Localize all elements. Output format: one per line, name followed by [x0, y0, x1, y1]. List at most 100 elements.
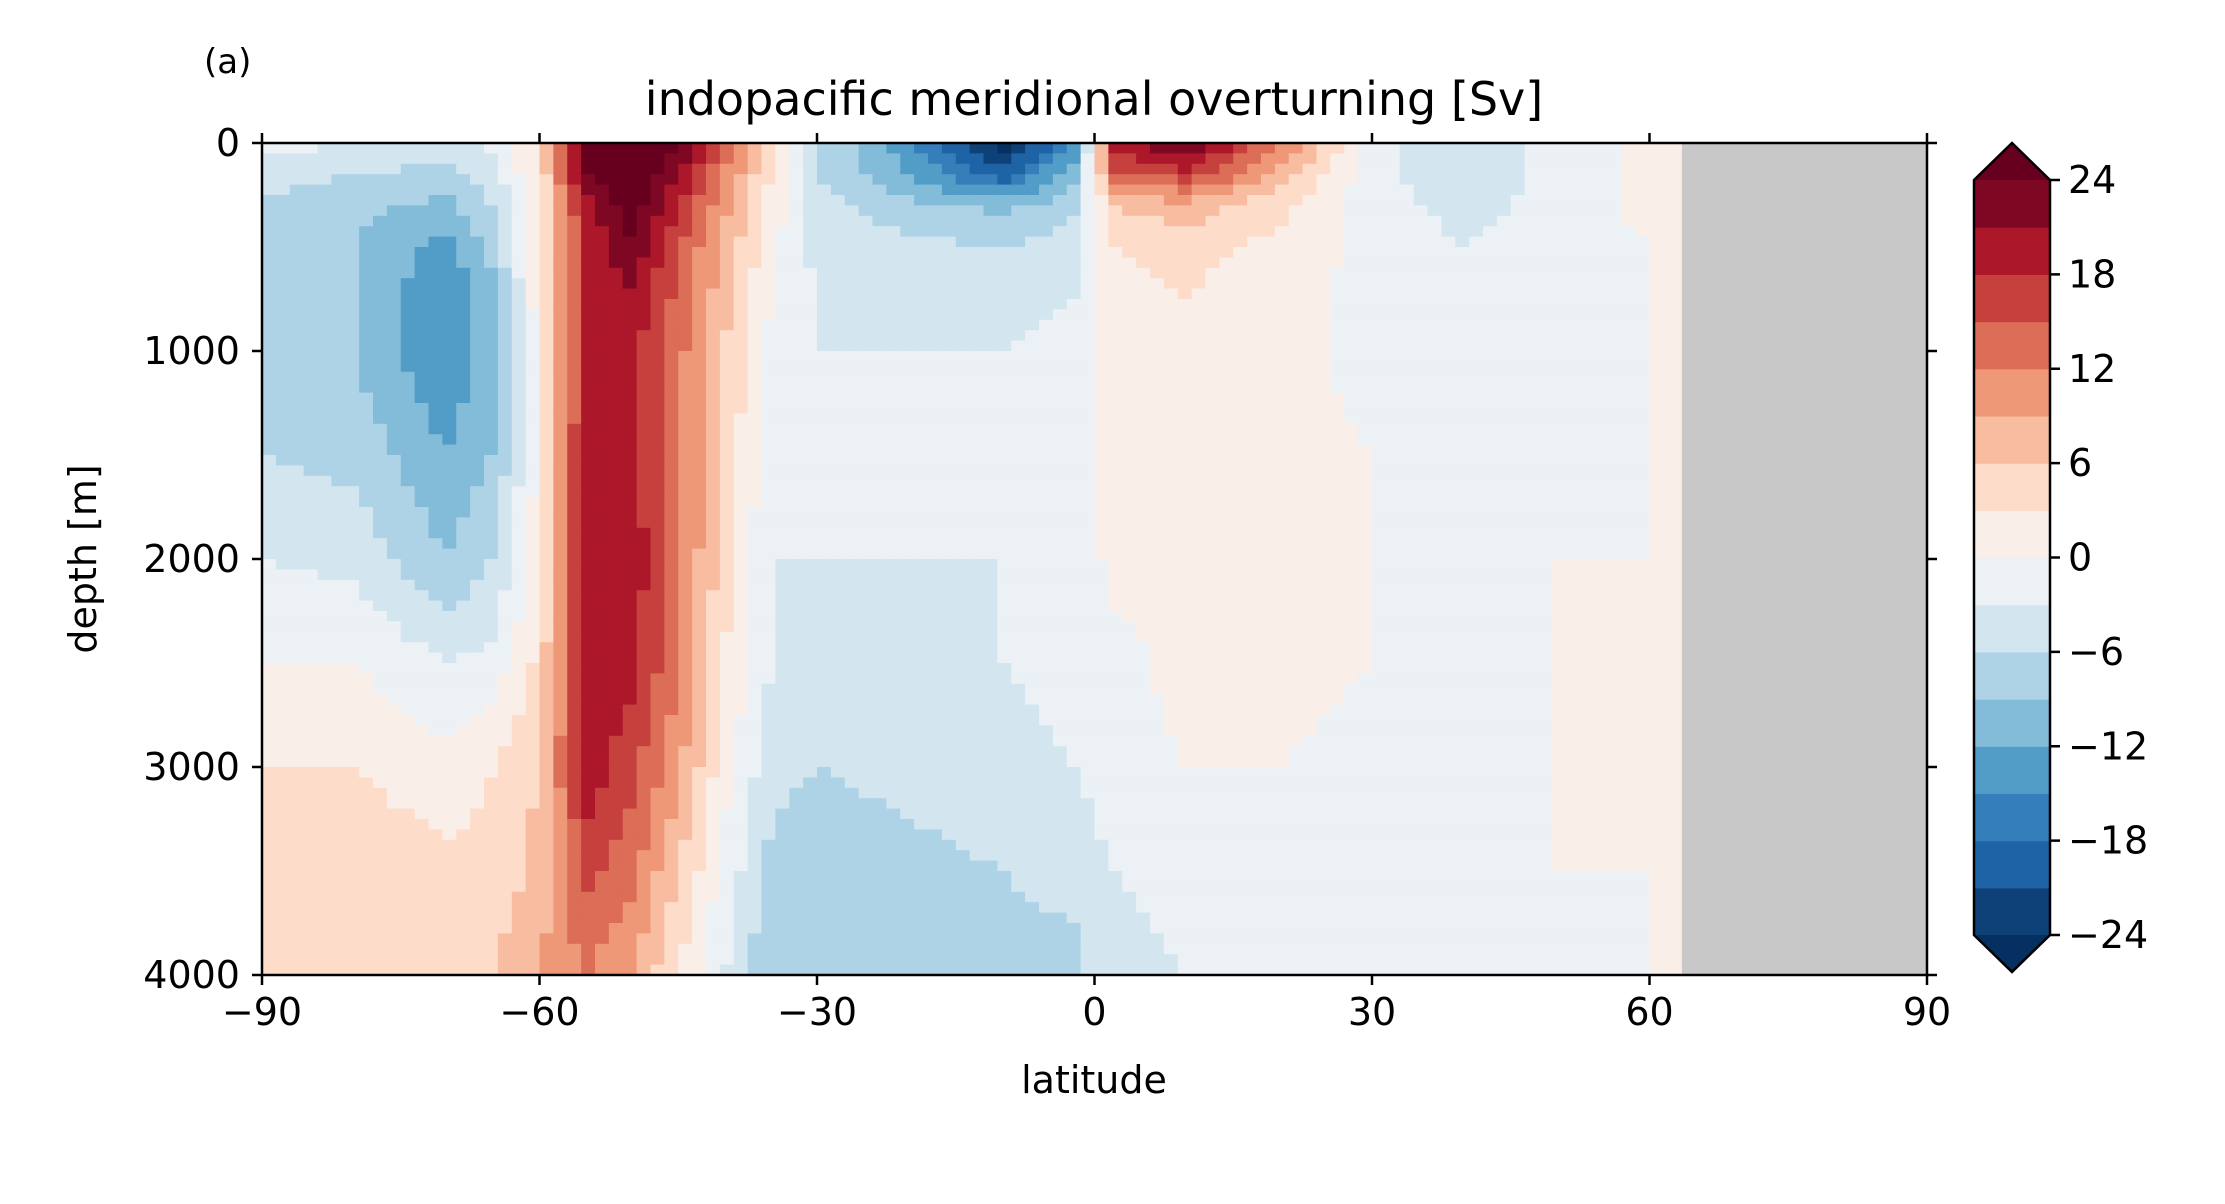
heatmap-cell: [789, 527, 804, 539]
heatmap-cell: [511, 787, 527, 799]
heatmap-cell: [497, 715, 513, 727]
heatmap-cell: [442, 891, 457, 903]
heatmap-cell: [983, 444, 999, 456]
heatmap-cell: [1080, 694, 1096, 706]
heatmap-cell: [289, 299, 305, 311]
heatmap-cell: [664, 257, 679, 269]
heatmap-cell: [1094, 933, 1110, 945]
heatmap-cell: [414, 527, 430, 539]
heatmap-cell: [664, 912, 679, 924]
heatmap-cell: [595, 954, 610, 966]
heatmap-cell: [386, 517, 402, 529]
heatmap-cell: [400, 392, 416, 404]
heatmap-cell: [1011, 881, 1026, 893]
heatmap-cell: [373, 746, 388, 758]
heatmap-cell: [955, 184, 971, 196]
heatmap-cell: [262, 673, 277, 685]
heatmap-cell: [775, 569, 790, 581]
heatmap-cell: [733, 444, 749, 456]
heatmap-cell: [830, 850, 846, 862]
heatmap-cell: [830, 371, 846, 383]
heatmap-cell: [414, 642, 430, 654]
heatmap-cell: [928, 611, 943, 623]
heatmap-cell: [706, 226, 721, 238]
heatmap-cell: [497, 247, 513, 259]
heatmap-cell: [789, 652, 804, 664]
heatmap-cell: [539, 673, 555, 685]
heatmap-cell: [1108, 569, 1123, 581]
heatmap-cell: [747, 652, 763, 664]
heatmap-cell: [359, 559, 374, 571]
heatmap-cell: [955, 559, 971, 571]
heatmap-cell: [359, 860, 374, 872]
heatmap-cell: [608, 423, 624, 435]
heatmap-cell: [428, 351, 444, 363]
heatmap-cell: [1094, 330, 1110, 342]
heatmap-cell: [539, 434, 555, 446]
heatmap-cell: [719, 808, 735, 820]
heatmap-cell: [317, 600, 333, 612]
heatmap-cell: [373, 496, 388, 508]
heatmap-cell: [373, 475, 388, 487]
heatmap-cell: [373, 351, 388, 363]
heatmap-cell: [886, 881, 901, 893]
heatmap-cell: [581, 507, 596, 519]
heatmap-cell: [636, 392, 652, 404]
heatmap-cell: [983, 340, 999, 352]
heatmap-cell: [1094, 746, 1110, 758]
heatmap-cell: [983, 309, 999, 321]
heatmap-cell: [844, 787, 860, 799]
heatmap-cell: [1052, 777, 1068, 789]
heatmap-cell: [678, 621, 693, 633]
heatmap-cell: [289, 881, 305, 893]
heatmap-cell: [1039, 486, 1054, 498]
heatmap-cell: [858, 912, 874, 924]
heatmap-cell: [1080, 652, 1096, 664]
heatmap-cell: [331, 215, 346, 227]
heatmap-cell: [359, 143, 374, 155]
heatmap-cell: [386, 746, 402, 758]
heatmap-cell: [969, 673, 985, 685]
heatmap-cell: [914, 579, 929, 591]
heatmap-cell: [761, 319, 777, 331]
heatmap-cell: [1108, 871, 1123, 883]
heatmap-cell: [428, 371, 444, 383]
heatmap-cell: [914, 309, 929, 321]
heatmap-cell: [706, 382, 721, 394]
heatmap-cell: [303, 787, 319, 799]
heatmap-cell: [830, 860, 846, 872]
heatmap-cell: [539, 559, 555, 571]
heatmap-cell: [997, 923, 1012, 935]
heatmap-cell: [511, 590, 527, 602]
heatmap-cell: [941, 621, 957, 633]
heatmap-cell: [414, 881, 430, 893]
heatmap-cell: [470, 184, 485, 196]
heatmap-cell: [1011, 299, 1026, 311]
heatmap-cell: [484, 236, 499, 248]
heatmap-cell: [622, 694, 638, 706]
heatmap-cell: [872, 247, 888, 259]
heatmap-cell: [914, 694, 929, 706]
heatmap-cell: [400, 579, 416, 591]
heatmap-cell: [1108, 860, 1123, 872]
heatmap-cell: [553, 663, 568, 675]
heatmap-cell: [442, 392, 457, 404]
heatmap-cell: [706, 517, 721, 529]
heatmap-cell: [955, 902, 971, 914]
heatmap-cell: [497, 382, 513, 394]
heatmap-cell: [983, 413, 999, 425]
heatmap-cell: [1122, 382, 1137, 394]
heatmap-cell: [345, 163, 360, 175]
heatmap-cell: [928, 808, 943, 820]
heatmap-cell: [636, 174, 652, 186]
heatmap-cell: [706, 642, 721, 654]
heatmap-cell: [484, 226, 499, 238]
heatmap-cell: [955, 600, 971, 612]
heatmap-cell: [817, 319, 832, 331]
heatmap-cell: [1080, 486, 1096, 498]
heatmap-cell: [553, 902, 568, 914]
heatmap-cell: [275, 683, 291, 695]
heatmap-cell: [567, 319, 582, 331]
heatmap-cell: [539, 486, 555, 498]
heatmap-cell: [275, 600, 291, 612]
